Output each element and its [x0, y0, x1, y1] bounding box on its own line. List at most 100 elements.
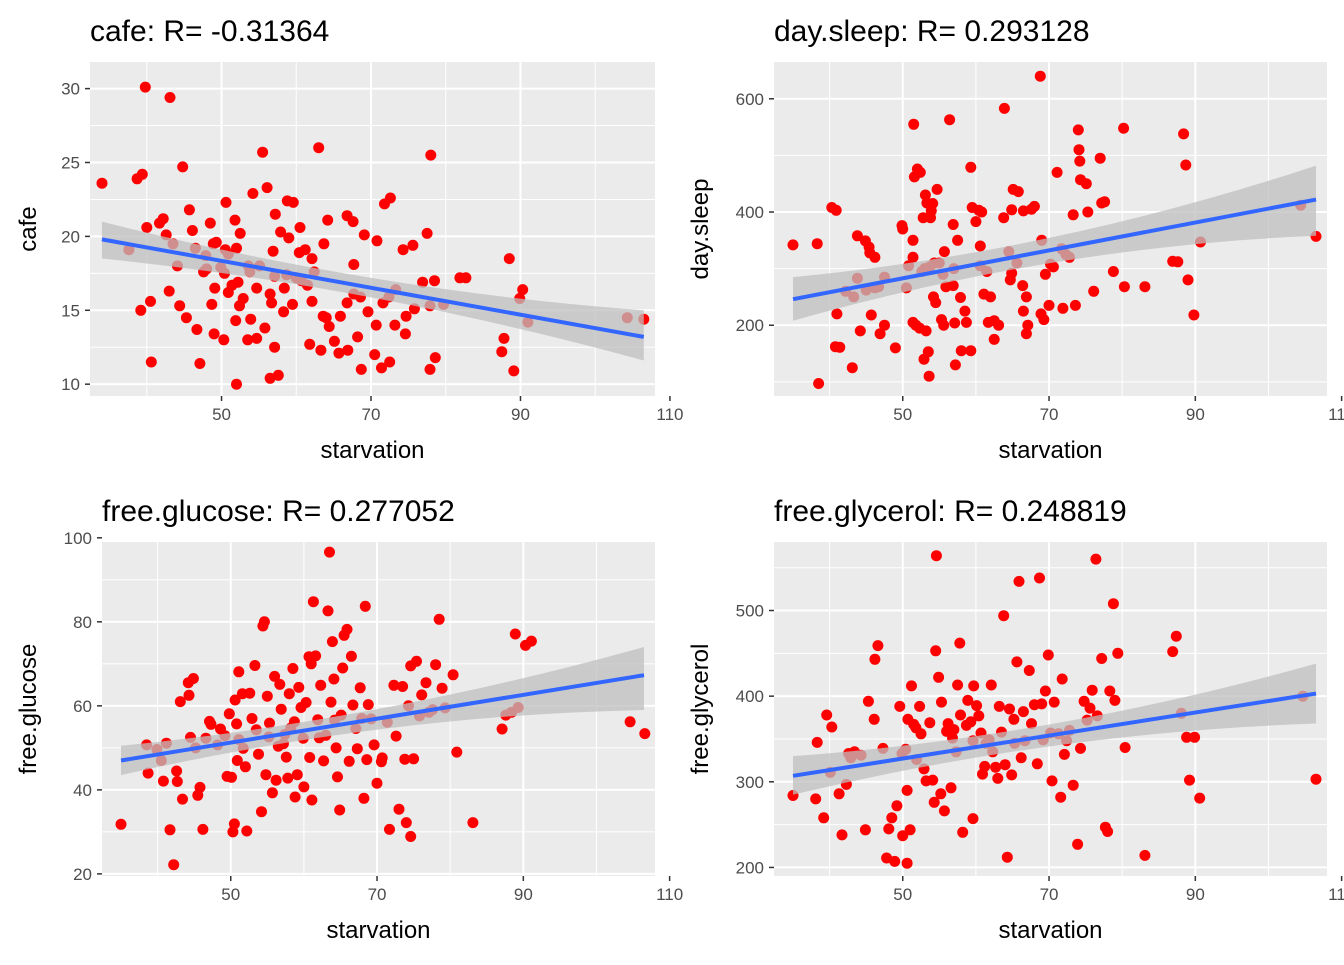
data-point [970, 216, 982, 228]
chart-title: free.glucose: R= 0.277052 [102, 495, 455, 528]
data-point [1094, 152, 1106, 164]
data-point [1109, 694, 1121, 706]
data-point [1172, 256, 1184, 268]
data-point [508, 365, 520, 377]
data-point [886, 812, 898, 824]
data-point [1056, 673, 1068, 685]
data-point [1067, 779, 1079, 791]
data-point [361, 754, 373, 766]
data-point [954, 637, 966, 649]
data-point [267, 245, 279, 257]
data-point [278, 282, 290, 294]
data-point [278, 306, 290, 318]
data-point [974, 240, 986, 252]
data-point [923, 370, 935, 382]
data-point [141, 222, 153, 233]
data-point [283, 232, 295, 244]
data-point [1067, 209, 1079, 221]
data-point [194, 781, 206, 793]
data-point [348, 259, 360, 270]
data-point [328, 335, 340, 347]
confidence-band [793, 663, 1317, 795]
data-point [1181, 731, 1193, 743]
y-tick-label: 300 [736, 773, 764, 792]
x-axis-label: starvation [998, 437, 1102, 464]
data-point [266, 787, 278, 799]
data-point [237, 293, 249, 304]
data-point [869, 653, 881, 665]
data-point [957, 826, 969, 838]
data-point [275, 226, 287, 238]
data-point [306, 794, 318, 806]
data-point [930, 550, 942, 562]
data-point [962, 694, 974, 706]
data-point [261, 690, 273, 702]
data-point [400, 310, 412, 322]
data-point [299, 244, 311, 256]
data-point [436, 682, 448, 694]
data-point [1107, 598, 1119, 610]
data-point [136, 168, 148, 180]
chart-title: cafe: R= -0.31364 [90, 15, 329, 48]
data-point [1180, 159, 1192, 171]
data-point [1012, 186, 1024, 198]
data-point [334, 804, 346, 816]
data-point [1189, 731, 1201, 743]
y-tick-label: 400 [736, 687, 764, 706]
data-point [947, 219, 959, 230]
data-point [358, 229, 370, 241]
data-point [247, 188, 259, 199]
data-point [998, 212, 1010, 224]
data-point [231, 242, 242, 254]
data-point [859, 824, 871, 836]
data-point [1139, 849, 1151, 861]
confidence-band [793, 165, 1317, 321]
chart-title: free.glycerol: R= 0.248819 [774, 495, 1127, 528]
data-point [399, 753, 411, 765]
y-tick-label: 20 [61, 227, 80, 246]
data-point [342, 344, 354, 356]
data-point [1188, 309, 1200, 321]
data-point [389, 319, 401, 331]
data-point [245, 313, 257, 325]
data-point [218, 334, 230, 346]
y-axis-label: free.glucose [15, 644, 42, 775]
data-point [362, 699, 374, 711]
data-point [1139, 281, 1151, 293]
data-point [231, 718, 243, 730]
data-point [430, 659, 442, 671]
data-point [269, 208, 281, 220]
x-tick-label: 90 [511, 405, 530, 424]
data-point [955, 292, 966, 303]
data-point [157, 775, 169, 787]
y-tick-label: 60 [73, 697, 92, 716]
y-tick-label: 80 [73, 613, 92, 632]
data-point [264, 288, 276, 300]
x-axis-label: starvation [998, 917, 1102, 944]
data-point [376, 752, 388, 764]
y-tick-label: 25 [61, 153, 80, 172]
data-point [324, 546, 335, 558]
data-point [315, 344, 327, 356]
chart-svg-day-sleep: 50 70 90 110 200 400 600 day.sleep: R= 0.293128… [687, 15, 1344, 464]
data-point [999, 759, 1011, 771]
data-point [347, 216, 359, 228]
y-axis-label: free.glycerol [687, 644, 714, 775]
data-point [345, 650, 357, 662]
data-point [811, 736, 823, 748]
data-point [1036, 698, 1048, 710]
data-point [226, 279, 238, 291]
data-point [183, 204, 195, 216]
data-point [467, 817, 479, 829]
data-point [1006, 204, 1018, 216]
data-point [1034, 572, 1045, 584]
data-point [298, 781, 310, 793]
chart-svg-cafe: 50 70 90 110 10 15 20 25 30 cafe: R= -0.31364 star… [15, 15, 684, 464]
data-point [411, 655, 422, 667]
data-point [955, 709, 966, 721]
data-point [914, 166, 926, 178]
data-point [949, 317, 961, 329]
data-point [304, 338, 316, 350]
data-point [935, 788, 947, 800]
data-point [207, 238, 219, 250]
